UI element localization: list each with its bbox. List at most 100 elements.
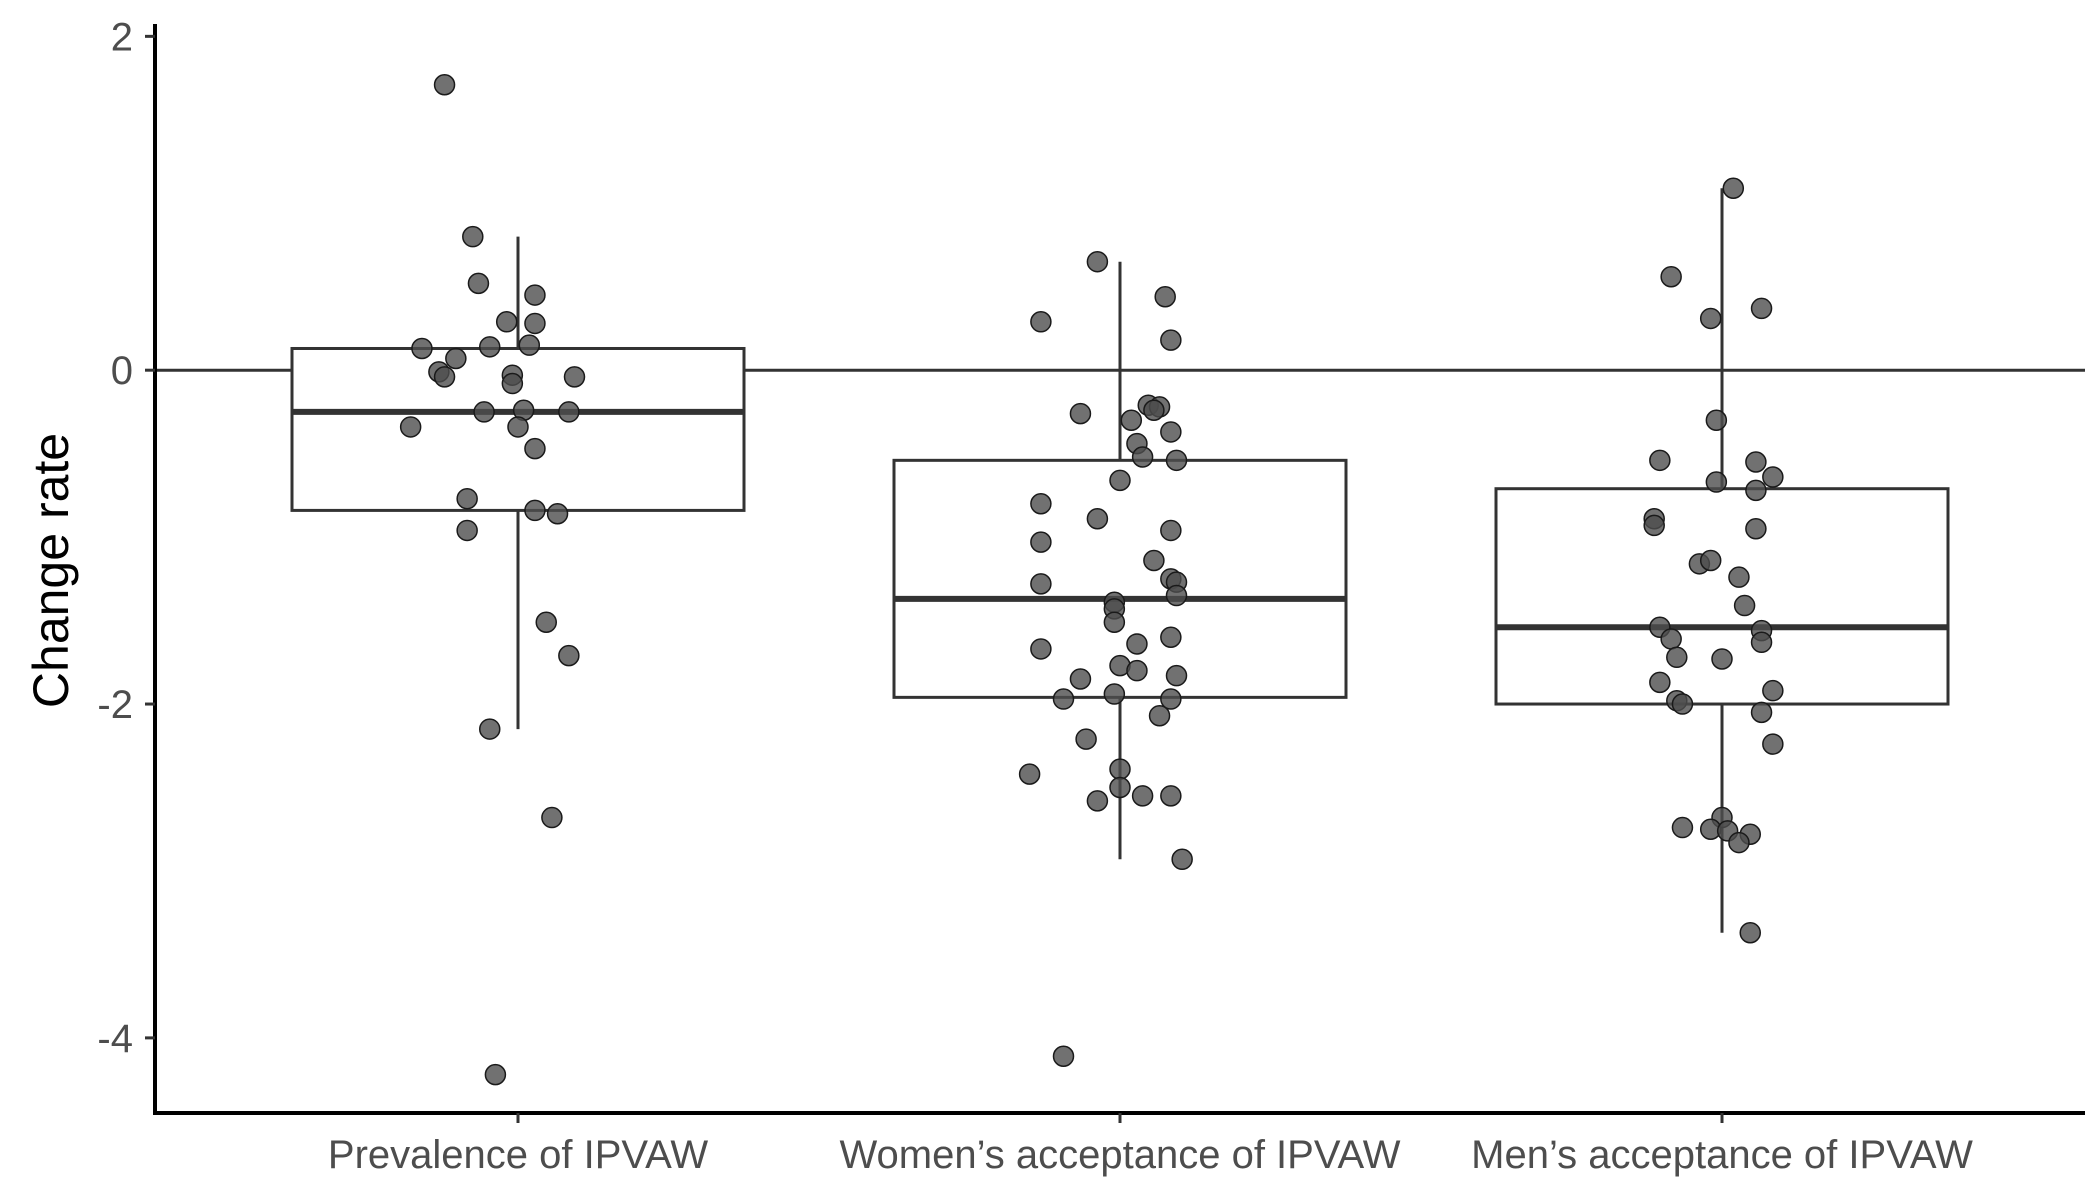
data-point [1705, 471, 1728, 493]
data-point [462, 225, 484, 248]
data-point [1086, 790, 1109, 812]
data-point [1154, 285, 1176, 308]
data-point [518, 334, 541, 356]
data-point [1109, 776, 1131, 799]
data-point [1666, 646, 1688, 669]
data-point [495, 311, 518, 333]
data-point [1086, 508, 1109, 530]
data-point [484, 1063, 507, 1086]
x-tick-label: Men’s acceptance of IPVAW [1471, 1133, 1973, 1177]
data-point [467, 272, 490, 295]
data-point [1762, 679, 1784, 702]
data-point [1160, 421, 1182, 443]
data-point [1131, 446, 1154, 468]
y-tick-label: 0 [111, 349, 133, 393]
data-point [1109, 469, 1131, 492]
data-point [399, 416, 422, 438]
data-point [524, 284, 546, 306]
data-point [524, 312, 546, 335]
data-point [1126, 633, 1148, 655]
y-tick-label: -2 [97, 683, 133, 727]
data-point [1131, 785, 1154, 807]
data-point [1671, 816, 1694, 839]
data-point [1160, 626, 1182, 649]
data-point [1052, 688, 1075, 710]
data-point [1762, 733, 1784, 755]
data-point [1649, 671, 1671, 694]
data-point [433, 74, 456, 96]
data-point [1030, 573, 1052, 595]
y-ticks-layer: 2 0 -2 -4 [97, 15, 155, 1061]
data-point [563, 366, 586, 388]
data-point [1120, 409, 1143, 432]
data-point [1160, 329, 1182, 351]
data-point [1160, 785, 1182, 807]
data-point [1728, 831, 1750, 854]
data-point [1103, 683, 1126, 705]
data-point [1722, 177, 1745, 199]
data-point [1160, 688, 1182, 710]
data-point [1069, 402, 1092, 425]
data-point [1126, 659, 1148, 682]
data-point [524, 499, 546, 522]
data-point [1660, 628, 1682, 650]
data-point [524, 437, 546, 460]
data-point [1160, 519, 1182, 542]
data-point [1745, 479, 1767, 502]
data-point [1711, 648, 1733, 670]
data-point [1660, 265, 1682, 288]
data-point [1165, 584, 1188, 607]
y-tick-label: -4 [97, 1017, 133, 1061]
data-point [1733, 594, 1756, 617]
data-point [1171, 848, 1193, 871]
data-point [507, 416, 529, 438]
box-iqr [1494, 487, 1950, 706]
data-point [1745, 451, 1767, 473]
data-point [1750, 297, 1773, 320]
data-point [1165, 449, 1188, 472]
data-point [1030, 638, 1052, 660]
data-point [1649, 449, 1671, 472]
y-axis-title: Change rate [23, 433, 79, 708]
data-point [1148, 704, 1171, 727]
data-point [1762, 466, 1784, 488]
data-point [456, 487, 478, 510]
data-point [1143, 399, 1165, 422]
data-point [1699, 307, 1722, 330]
data-point [535, 611, 557, 633]
data-point [1750, 701, 1773, 724]
data-point [1109, 758, 1131, 780]
data-point [1030, 531, 1052, 553]
data-point [1165, 664, 1188, 687]
x-tick-label: Prevalence of IPVAW [328, 1133, 708, 1177]
data-point [546, 502, 569, 525]
data-point [1143, 549, 1165, 572]
data-point [479, 718, 501, 740]
data-point [1052, 1045, 1075, 1067]
data-point [479, 336, 501, 358]
data-point [558, 401, 580, 423]
data-point [1739, 921, 1761, 944]
data-point [541, 806, 563, 829]
data-point [1728, 566, 1750, 588]
data-point [1030, 492, 1052, 515]
x-ticks-layer: Prevalence of IPVAW Women’s acceptance of… [328, 1113, 1973, 1177]
data-point [473, 401, 495, 423]
data-point [558, 644, 580, 667]
data-point [456, 519, 478, 542]
data-point [1018, 763, 1041, 785]
points-layer [399, 74, 1784, 1086]
y-tick-label: 2 [111, 15, 133, 59]
data-point [1671, 693, 1694, 715]
data-point [1086, 250, 1109, 273]
data-point [1745, 518, 1767, 540]
data-point [445, 347, 467, 370]
data-point [501, 372, 524, 395]
data-point [1069, 668, 1092, 690]
data-point [1030, 311, 1052, 333]
data-point [1103, 611, 1126, 633]
data-point [1075, 728, 1097, 750]
x-tick-label: Women’s acceptance of IPVAW [840, 1133, 1401, 1177]
data-point [411, 337, 433, 360]
